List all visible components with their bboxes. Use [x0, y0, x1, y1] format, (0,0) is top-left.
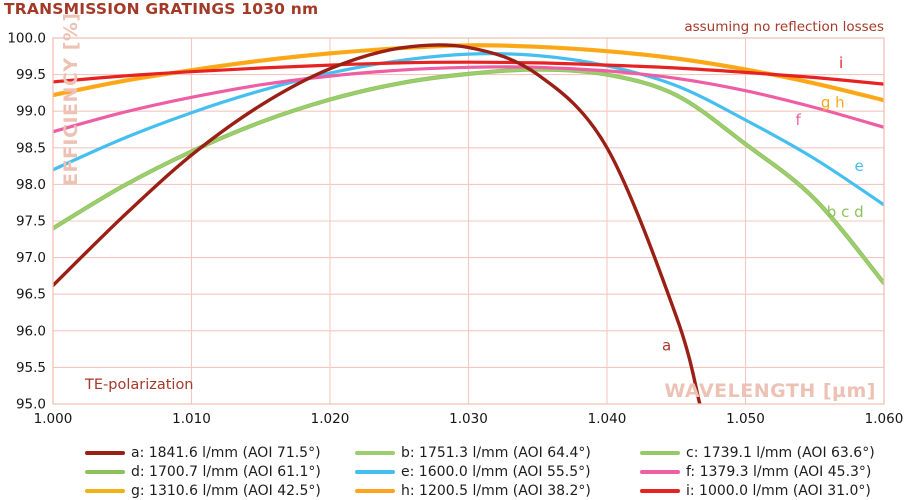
legend-label-d: d: 1700.7 l/mm (AOI 61.1°)	[131, 464, 321, 480]
y-tick-label: 96.0	[16, 323, 46, 339]
y-tick-label: 97.0	[16, 250, 46, 266]
legend-label-f: f: 1379.3 l/mm (AOI 45.3°)	[686, 464, 872, 480]
legend-label-c: c: 1739.1 l/mm (AOI 63.6°)	[686, 445, 875, 461]
x-axis-label: WAVELENGTH [µm]	[664, 380, 876, 402]
curve-i	[53, 60, 884, 86]
curve-label-f: f	[795, 111, 801, 129]
x-tick-label: 1.030	[449, 411, 488, 427]
legend-item-f: f: 1379.3 l/mm (AOI 45.3°)	[640, 463, 922, 481]
curve-label-a: a	[662, 336, 671, 354]
polarization-label: TE-polarization	[84, 377, 194, 393]
legend-item-a: a: 1841.6 l/mm (AOI 71.5°)	[85, 444, 355, 462]
legend-swatch-a	[85, 451, 125, 455]
curve-label-b-c-d: b c d	[827, 203, 864, 221]
legend: a: 1841.6 l/mm (AOI 71.5°) b: 1751.3 l/mm…	[85, 444, 922, 500]
y-tick-label: 97.5	[16, 214, 46, 230]
curve-letter-labels: i g h f e b c d a	[662, 54, 864, 355]
curve-e	[53, 52, 884, 207]
legend-item-e: e: 1600.0 l/mm (AOI 55.5°)	[355, 463, 640, 481]
legend-swatch-h	[355, 489, 395, 493]
x-tick-label: 1.000	[34, 411, 73, 427]
chart-title: TRANSMISSION GRATINGS 1030 nm	[4, 0, 319, 18]
tick-labels: 100.0 99.5 99.0 98.5 98.0 97.5 97.0 96.5 96.0 95.…	[7, 31, 903, 428]
legend-item-c: c: 1739.1 l/mm (AOI 63.6°)	[640, 444, 922, 462]
plot-svg: EFFICIENCY [%] WAVELENGTH [µm] TE-polari…	[7, 12, 903, 428]
x-tick-label: 1.060	[865, 411, 904, 427]
y-tick-label: 95.0	[16, 397, 46, 413]
legend-item-h: h: 1200.5 l/mm (AOI 38.2°)	[355, 482, 640, 500]
legend-swatch-i	[640, 489, 680, 493]
y-tick-label: 95.5	[16, 360, 46, 376]
y-tick-label: 100.0	[7, 31, 46, 47]
curve-f	[53, 65, 884, 134]
x-tick-label: 1.020	[311, 411, 350, 427]
legend-swatch-g	[85, 489, 125, 493]
x-tick-label: 1.010	[172, 411, 211, 427]
legend-label-e: e: 1600.0 l/mm (AOI 55.5°)	[401, 464, 591, 480]
y-tick-label: 96.5	[16, 287, 46, 303]
legend-swatch-c	[640, 451, 680, 455]
legend-item-i: i: 1000.0 l/mm (AOI 31.0°)	[640, 482, 922, 500]
legend-label-g: g: 1310.6 l/mm (AOI 42.5°)	[131, 483, 321, 499]
legend-label-a: a: 1841.6 l/mm (AOI 71.5°)	[131, 445, 321, 461]
x-tick-label: 1.040	[588, 411, 627, 427]
legend-item-d: d: 1700.7 l/mm (AOI 61.1°)	[85, 463, 355, 481]
y-tick-label: 99.5	[16, 67, 46, 83]
legend-label-i: i: 1000.0 l/mm (AOI 31.0°)	[686, 483, 871, 499]
y-axis-label: EFFICIENCY [%]	[60, 12, 82, 186]
y-tick-label: 98.0	[16, 177, 46, 193]
legend-swatch-d	[85, 470, 125, 474]
legend-label-h: h: 1200.5 l/mm (AOI 38.2°)	[401, 483, 591, 499]
y-tick-label: 98.5	[16, 140, 46, 156]
chart-subtitle: assuming no reflection losses	[684, 19, 884, 35]
legend-label-b: b: 1751.3 l/mm (AOI 64.4°)	[401, 445, 591, 461]
legend-item-b: b: 1751.3 l/mm (AOI 64.4°)	[355, 444, 640, 462]
curve-label-i: i	[839, 54, 843, 72]
x-tick-label: 1.050	[726, 411, 765, 427]
curve-label-e: e	[854, 157, 863, 175]
legend-item-g: g: 1310.6 l/mm (AOI 42.5°)	[85, 482, 355, 500]
curve-b	[53, 68, 884, 285]
legend-swatch-e	[355, 470, 395, 474]
legend-swatch-b	[355, 451, 395, 455]
legend-swatch-f	[640, 470, 680, 474]
plot-border	[52, 37, 885, 405]
y-tick-label: 99.0	[16, 104, 46, 120]
curves	[53, 43, 884, 404]
curve-label-g-h: g h	[821, 93, 845, 111]
curve-a	[53, 43, 702, 404]
